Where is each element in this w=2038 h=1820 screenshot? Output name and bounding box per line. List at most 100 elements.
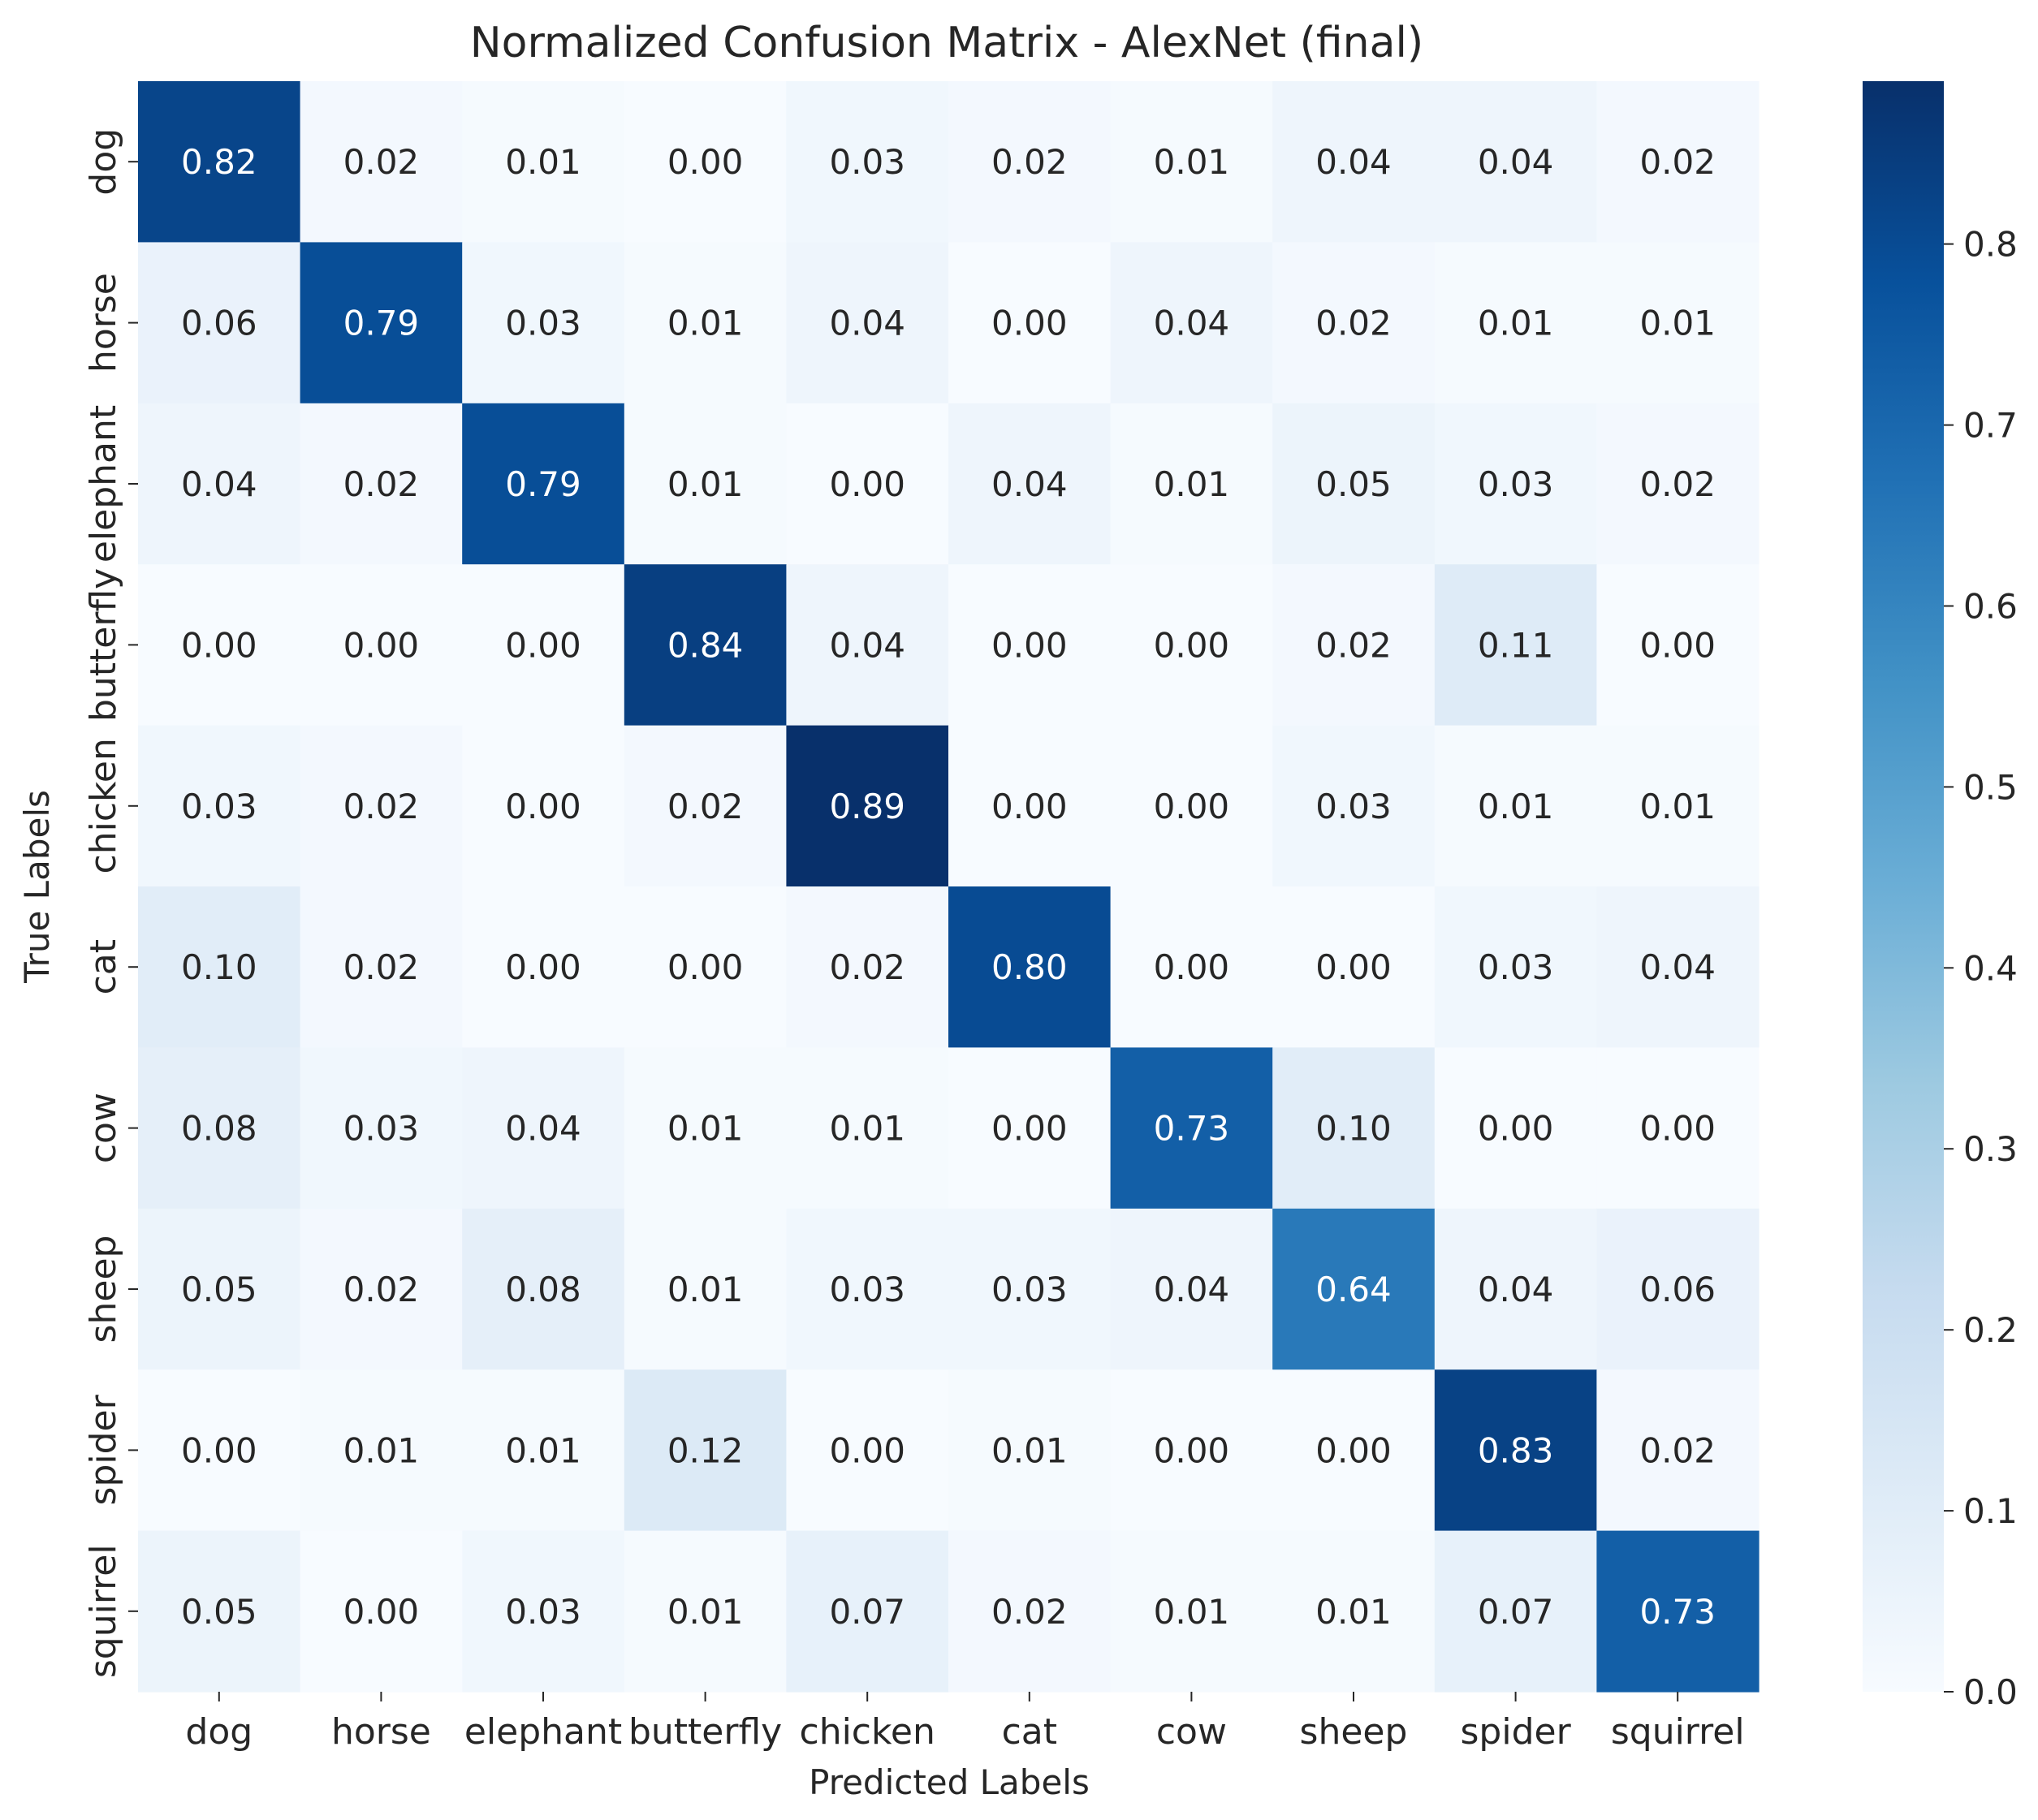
cell-value-label: 0.01	[1478, 304, 1554, 343]
heatmap-cell	[1272, 1208, 1436, 1370]
cell-value-label: 0.73	[1639, 1592, 1716, 1632]
cell-value-label: 0.04	[829, 304, 905, 343]
cell-value-label: 0.02	[343, 787, 420, 826]
cell-value-label: 0.00	[667, 142, 744, 182]
x-axis: dog horse elephant butterfly chicken cat cow sh…	[185, 1692, 1745, 1753]
colorbar-tick-label: 0.4	[1963, 948, 2018, 988]
heatmap-cell	[948, 1047, 1112, 1210]
cell-value-label: 0.03	[343, 1109, 420, 1149]
y-tick-label: butterfly	[83, 568, 124, 722]
cell-value-label: 0.83	[1478, 1430, 1554, 1470]
cell-value-label: 0.04	[1154, 304, 1230, 343]
cell-value-label: 0.01	[1154, 1592, 1230, 1632]
heatmap-cell	[300, 403, 463, 565]
cell-value-label: 0.03	[829, 1270, 905, 1309]
heatmap-cell	[300, 81, 463, 243]
heatmap-cell	[624, 725, 787, 887]
heatmap-cell	[1596, 1530, 1760, 1693]
heatmap-cell	[624, 564, 787, 727]
cell-value-label: 0.03	[1478, 947, 1554, 987]
heatmap-cell	[1272, 81, 1436, 243]
cell-value-label: 0.10	[181, 947, 257, 987]
heatmap-cell	[786, 725, 949, 887]
heatmap-cell	[462, 81, 625, 243]
heatmap-cell	[1434, 886, 1597, 1048]
cell-value-label: 0.04	[1154, 1270, 1230, 1309]
cell-value-label: 0.02	[1639, 464, 1716, 504]
cell-value-label: 0.03	[1478, 464, 1554, 504]
cell-value-label: 0.00	[991, 625, 1068, 665]
cell-value-label: 0.02	[829, 947, 905, 987]
heatmap-cell	[1110, 725, 1273, 887]
cell-value-label: 0.00	[1315, 1430, 1392, 1470]
heatmap-cell	[1110, 403, 1273, 565]
cell-value-label: 0.03	[181, 787, 257, 826]
heatmap-cell	[1434, 1369, 1597, 1532]
heatmap-cell	[1110, 1530, 1273, 1693]
x-tick-label: butterfly	[628, 1711, 782, 1753]
x-tick-label: squirrel	[1611, 1711, 1745, 1753]
cell-value-label: 0.00	[667, 947, 744, 987]
colorbar-tick-label: 0.7	[1963, 406, 2018, 446]
heatmap-cell	[1434, 1208, 1597, 1370]
cell-value-label: 0.00	[1639, 1109, 1716, 1149]
cell-value-label: 0.01	[667, 1592, 744, 1632]
cell-value-label: 0.06	[181, 304, 257, 343]
cell-value-label: 0.06	[1639, 1270, 1716, 1309]
heatmap-cell	[948, 564, 1112, 727]
heatmap-cell	[786, 1369, 949, 1532]
heatmap-cell	[300, 886, 463, 1048]
heatmap-cell	[300, 1369, 463, 1532]
cell-value-label: 0.04	[1478, 142, 1554, 182]
heatmap-cell	[1596, 1369, 1760, 1532]
cell-value-label: 0.01	[667, 304, 744, 343]
cell-value-label: 0.00	[991, 304, 1068, 343]
cell-value-label: 0.73	[1154, 1109, 1230, 1149]
cell-value-label: 0.84	[667, 625, 744, 665]
x-tick-label: horse	[331, 1711, 431, 1753]
heatmap-cell	[462, 564, 625, 727]
heatmap-cell	[1272, 1047, 1436, 1210]
cell-value-label: 0.01	[667, 1109, 744, 1149]
cell-value-label: 0.01	[1639, 304, 1716, 343]
heatmap-cell	[462, 1047, 625, 1210]
cell-value-label: 0.01	[343, 1430, 420, 1470]
cell-value-label: 0.00	[343, 1592, 420, 1632]
cell-value-label: 0.01	[667, 1270, 744, 1309]
cell-value-label: 0.00	[505, 787, 581, 826]
heatmap-cell	[624, 1369, 787, 1532]
cell-value-label: 0.04	[1639, 947, 1716, 987]
heatmap-cell	[1434, 725, 1597, 887]
cell-value-label: 0.02	[991, 142, 1068, 182]
heatmap-cell	[462, 1530, 625, 1693]
heatmap-cell	[1596, 1047, 1760, 1210]
y-tick-label: spider	[83, 1394, 124, 1505]
cell-value-label: 0.00	[829, 464, 905, 504]
cell-value-label: 0.00	[829, 1430, 905, 1470]
cell-value-label: 0.00	[181, 625, 257, 665]
cell-value-label: 0.82	[181, 142, 257, 182]
cell-value-label: 0.64	[1315, 1270, 1392, 1309]
y-tick-label: dog	[83, 128, 124, 196]
colorbar-tick-label: 0.6	[1963, 587, 2018, 627]
cell-value-label: 0.80	[991, 947, 1068, 987]
heatmap-cell	[138, 1047, 301, 1210]
colorbar-tick-label: 0.1	[1963, 1491, 2018, 1531]
y-tick-label: horse	[83, 273, 124, 373]
heatmap-cell	[138, 81, 301, 243]
cell-value-label: 0.08	[181, 1109, 257, 1149]
colorbar-tick-label: 0.3	[1963, 1129, 2018, 1169]
heatmap-cell	[786, 1047, 949, 1210]
colorbar-tick-label: 0.5	[1963, 767, 2018, 807]
heatmap-cell	[1434, 81, 1597, 243]
heatmap-cell	[948, 725, 1112, 887]
x-tick-label: spider	[1461, 1711, 1572, 1753]
x-tick-label: chicken	[800, 1711, 935, 1753]
heatmap-cell	[138, 403, 301, 565]
heatmap-cell	[138, 1208, 301, 1370]
heatmap-cell	[462, 725, 625, 887]
cell-value-label: 0.02	[1315, 304, 1392, 343]
x-tick-label: sheep	[1300, 1711, 1408, 1753]
heatmap-cell	[624, 886, 787, 1048]
cell-value-label: 0.11	[1478, 625, 1554, 665]
